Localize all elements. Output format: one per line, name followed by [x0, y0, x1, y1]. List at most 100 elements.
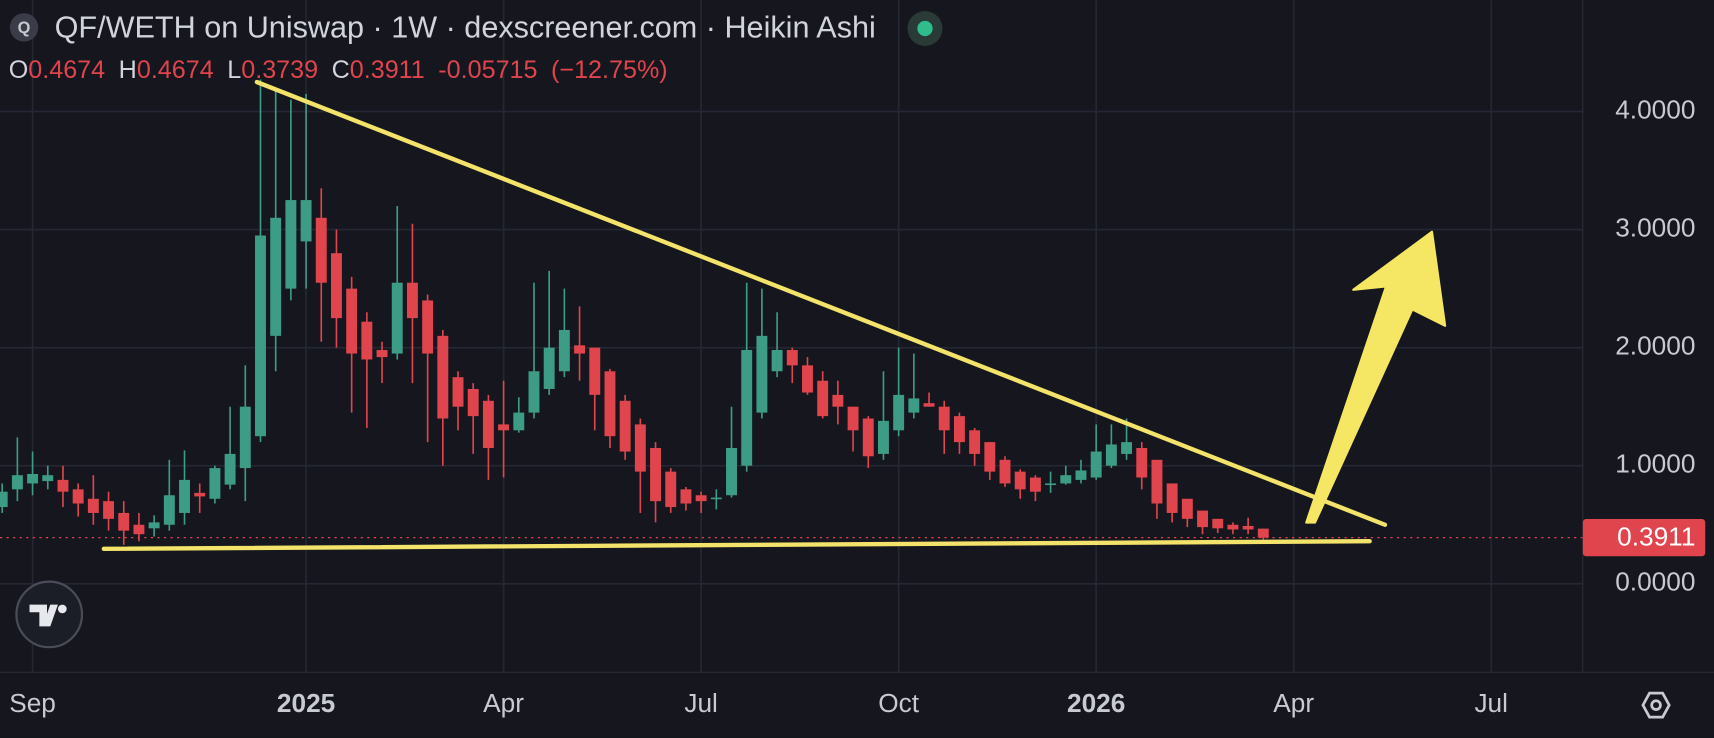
change-percent: (−12.75%)	[551, 56, 668, 84]
candle-body	[1121, 442, 1133, 454]
candle-body	[285, 200, 297, 289]
candle-body	[802, 365, 813, 393]
ohlc-value: 0.3911	[350, 56, 425, 84]
settings-icon[interactable]	[1641, 691, 1671, 719]
candle-body	[877, 420, 889, 454]
candle-body	[179, 479, 190, 513]
support-line	[101, 538, 1372, 552]
candle-body	[528, 371, 540, 413]
candle-body	[315, 217, 327, 283]
candle-body	[741, 350, 753, 466]
x-tick-label: Jul	[684, 688, 718, 718]
candle-body	[558, 329, 570, 372]
candle-body	[969, 430, 981, 454]
ohlc-value: 0.4674	[28, 56, 105, 84]
candle-body	[513, 412, 525, 431]
candle-body	[938, 406, 950, 431]
x-tick-label: Jul	[1474, 688, 1508, 718]
x-tick-label: 2025	[277, 688, 335, 718]
breakout-arrow	[1305, 230, 1447, 524]
ohlc-value: 0.4674	[137, 56, 214, 84]
candle-body	[1227, 524, 1239, 530]
candle-body	[209, 468, 221, 499]
x-tick-label: Sep	[9, 688, 56, 718]
candle-body	[604, 371, 616, 437]
ohlc-legend: O0.4674 H0.4674 L0.3739 C0.3911 -0.05715…	[9, 56, 668, 84]
ohlc-label: C	[332, 56, 350, 84]
y-tick-label: 1.0000	[1615, 449, 1695, 479]
settings-button[interactable]	[1641, 691, 1671, 719]
live-indicator-dot	[917, 20, 933, 37]
last-price-label: 0.3911	[1617, 522, 1695, 552]
candle-body	[194, 492, 206, 497]
candle-body	[923, 403, 935, 407]
candle-body	[467, 388, 479, 417]
candle-body	[270, 217, 282, 336]
candle-body	[1105, 444, 1117, 466]
candle-body	[847, 406, 859, 431]
candle-body	[908, 398, 920, 413]
candle-body	[133, 524, 145, 535]
candle-body	[255, 235, 266, 437]
logo-mark	[29, 604, 58, 627]
candle-body	[832, 394, 844, 407]
chart-title: QF/WETH on Uniswap · 1W · dexscreener.co…	[55, 11, 876, 45]
candle-body	[543, 347, 555, 389]
x-tick-label: Oct	[878, 688, 920, 718]
candle-body	[361, 321, 373, 360]
logo-dot	[57, 604, 67, 614]
resistance-trendline	[254, 79, 1388, 527]
candle-body	[27, 473, 39, 484]
y-tick-label: 4.0000	[1615, 94, 1695, 124]
candle-body	[330, 253, 342, 319]
candle-body	[953, 416, 965, 443]
candle-body	[498, 424, 510, 431]
settings-icon-center[interactable]	[1650, 699, 1662, 711]
candle-body	[103, 501, 115, 519]
candle-body	[391, 282, 403, 354]
candle-body	[862, 418, 874, 457]
candle-body	[239, 406, 251, 469]
live-indicator	[907, 11, 943, 46]
x-tick-label: Apr	[1273, 688, 1314, 718]
candle-body	[1242, 525, 1254, 530]
candle-body	[893, 394, 905, 431]
candle-body	[376, 350, 388, 358]
candle-body	[589, 347, 601, 395]
candle-body	[786, 350, 798, 366]
candle-body	[300, 200, 312, 242]
candle-body	[756, 335, 768, 413]
candle-body	[1060, 475, 1072, 484]
candle-body	[1181, 498, 1193, 519]
candle-body	[11, 475, 23, 490]
candle-body	[1197, 510, 1208, 528]
ohlc-label: O	[9, 56, 29, 84]
y-tick-label: 3.0000	[1615, 213, 1695, 243]
candle-body	[1014, 471, 1026, 490]
candle-body	[118, 512, 130, 531]
candle-body	[650, 448, 662, 502]
tradingview-logo	[15, 580, 84, 649]
candle-body	[1257, 528, 1269, 538]
candle-body	[695, 495, 707, 502]
candle-body	[437, 335, 449, 419]
candle-body	[1212, 518, 1224, 529]
candle-body	[771, 350, 783, 372]
candle-body	[726, 448, 737, 496]
candle-body	[1029, 477, 1041, 492]
candle-body	[42, 475, 54, 482]
candle-body	[57, 479, 69, 492]
candle-body	[634, 424, 646, 472]
candle-body	[1045, 483, 1057, 486]
ohlc-value: 0.3739	[241, 56, 318, 84]
symbol-icon	[9, 13, 39, 42]
candle-body	[422, 300, 434, 354]
x-tick-label: Apr	[483, 688, 524, 718]
candle-body	[1166, 483, 1178, 513]
candle-body	[87, 498, 99, 513]
candle-body	[0, 491, 8, 508]
candle-body	[148, 522, 160, 529]
candle-body	[1136, 448, 1148, 478]
candle-body	[72, 489, 84, 504]
